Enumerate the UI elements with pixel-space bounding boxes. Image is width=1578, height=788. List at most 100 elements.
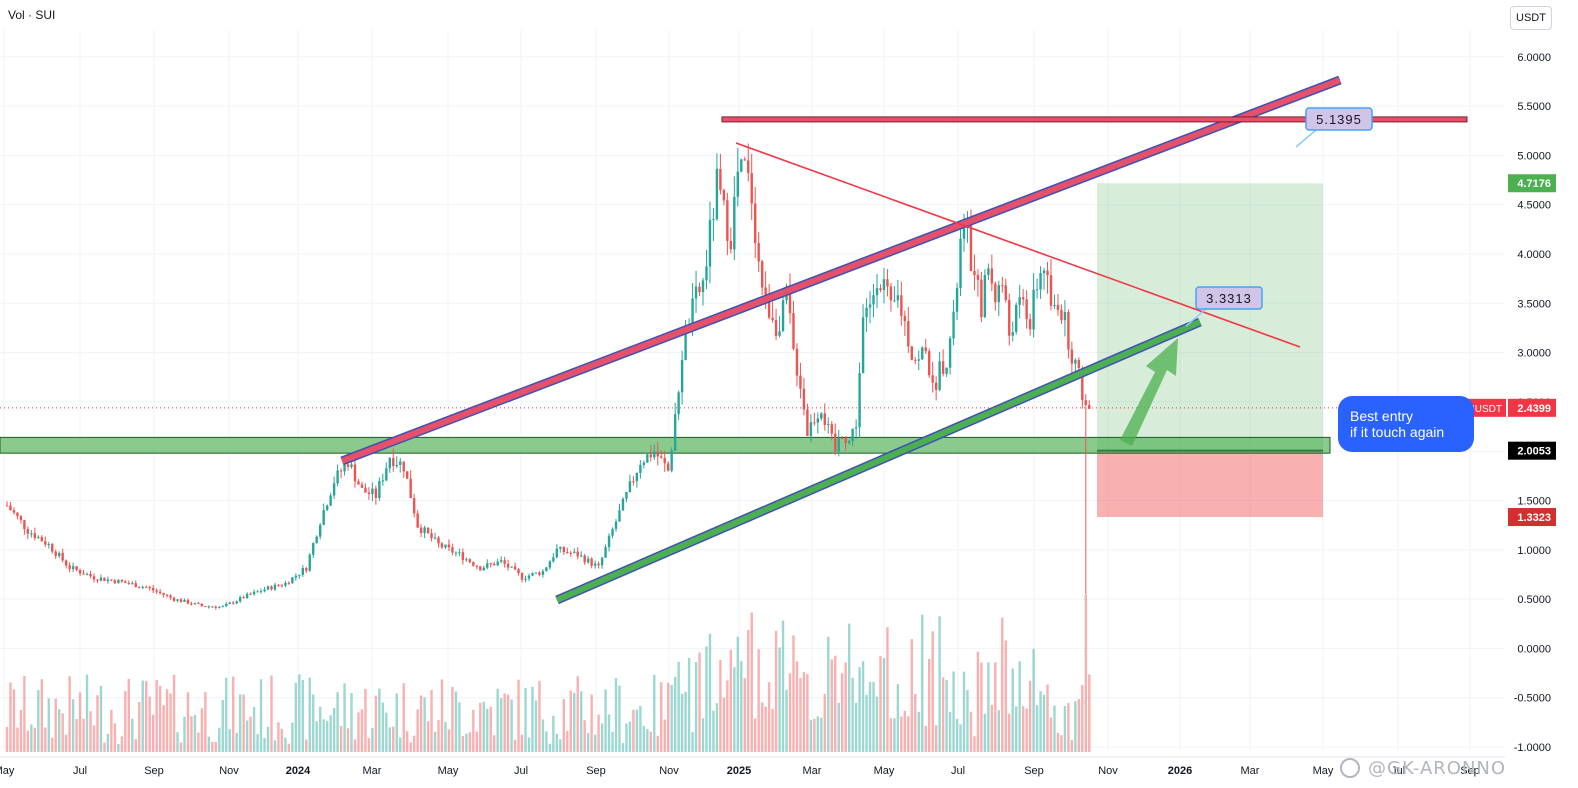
volume-bar [204, 692, 207, 752]
candle-body [701, 280, 705, 293]
candle-body [879, 288, 882, 291]
candle-body [743, 159, 746, 161]
candle-body [110, 579, 113, 581]
candle-body [350, 464, 353, 467]
volume-bar [252, 707, 256, 752]
volume-bar [774, 630, 778, 752]
volume-bar [1021, 706, 1025, 752]
candle-body [820, 413, 823, 419]
volume-bar [193, 714, 197, 752]
volume-bar [287, 743, 291, 752]
volume-bar [416, 709, 419, 752]
candle-body [792, 313, 795, 349]
candle-body [750, 173, 753, 204]
volume-bar [1028, 680, 1032, 752]
volume-bar [841, 673, 844, 752]
volume-bar [117, 743, 120, 752]
callout-line-1: Best entry [1350, 408, 1414, 424]
volume-bar [353, 739, 357, 752]
volume-bar [499, 697, 503, 752]
volume-bar [520, 734, 524, 752]
candle-body [287, 582, 291, 584]
candle-body [597, 563, 600, 566]
volume-bar [172, 674, 176, 752]
volume-bar [1039, 691, 1042, 752]
y-tick-label: 6.0000 [1517, 52, 1551, 64]
candle-body [61, 552, 64, 561]
candle-body [938, 361, 941, 390]
candle-body [548, 561, 552, 568]
candle-body [127, 582, 130, 584]
currency-selector[interactable]: USDT [1510, 6, 1552, 30]
volume-bar [30, 724, 33, 752]
candle-body [367, 492, 371, 494]
candle-body [740, 159, 743, 172]
volume-bar [124, 691, 127, 752]
candle-body [416, 513, 419, 528]
candle-body [266, 586, 270, 590]
candle-body [1032, 289, 1035, 330]
candle-body [395, 464, 398, 467]
candle-body [1088, 404, 1091, 409]
volume-bar [381, 702, 385, 752]
price-label: 2.0053 [1517, 446, 1551, 458]
volume-bar [1025, 708, 1028, 752]
candle-body [910, 346, 913, 360]
volume-bar [339, 726, 343, 752]
candle-body [399, 461, 402, 465]
volume-bar [37, 689, 40, 752]
volume-bar [503, 693, 506, 752]
volume-bar [743, 678, 746, 752]
candle-body [169, 595, 172, 598]
candle-body [482, 567, 485, 571]
price-label: 4.7176 [1517, 178, 1551, 190]
candle-body [754, 203, 757, 244]
candle-body [573, 551, 576, 554]
trendlines[interactable] [0, 75, 1505, 605]
volume-bar [1074, 701, 1077, 752]
volume-bar [165, 689, 169, 752]
volume-bar [538, 680, 541, 752]
volume-bar [169, 693, 172, 752]
candle-body [580, 555, 583, 557]
candle-body [552, 557, 555, 562]
price-label-box [1508, 441, 1556, 460]
candle-body [16, 512, 19, 517]
candle-body [437, 537, 440, 544]
volume-bar [973, 736, 976, 752]
y-tick-label: 3.5000 [1517, 298, 1551, 310]
candle-body [628, 481, 632, 493]
candle-body [273, 584, 277, 590]
candle-body [691, 298, 694, 330]
candle-body [625, 492, 628, 499]
candle-body [872, 295, 875, 305]
volume-bar [200, 708, 204, 752]
volume-bar [534, 700, 538, 752]
candle-body [788, 286, 792, 314]
resistance-line [721, 116, 1468, 123]
volume-bar [1053, 705, 1056, 752]
x-tick-label: Nov [659, 765, 679, 777]
candle-body [26, 529, 30, 534]
candle-body [1074, 359, 1077, 364]
grid [0, 30, 1505, 750]
volume-bar [82, 718, 85, 752]
volume-bar [506, 694, 510, 752]
volume-bar [207, 736, 211, 752]
candle-body [433, 537, 437, 539]
candle-body [47, 544, 50, 546]
x-axis: May Jul Sep Nov 2024 Mar May Jul Sep Nov 2025 Mar Ma… [0, 756, 1505, 777]
candle-body [607, 535, 611, 548]
volume-bar [496, 688, 499, 752]
candle-body [1081, 368, 1084, 401]
candle-body [858, 373, 861, 428]
candle-body [639, 464, 642, 473]
candle-body [980, 279, 983, 318]
volume-bar [604, 689, 607, 752]
volume-bar [945, 680, 948, 752]
y-tick-label: -0.5000 [1514, 693, 1551, 705]
candle-body [830, 423, 833, 434]
volume-bar [921, 614, 924, 752]
volume-bar [315, 721, 318, 752]
